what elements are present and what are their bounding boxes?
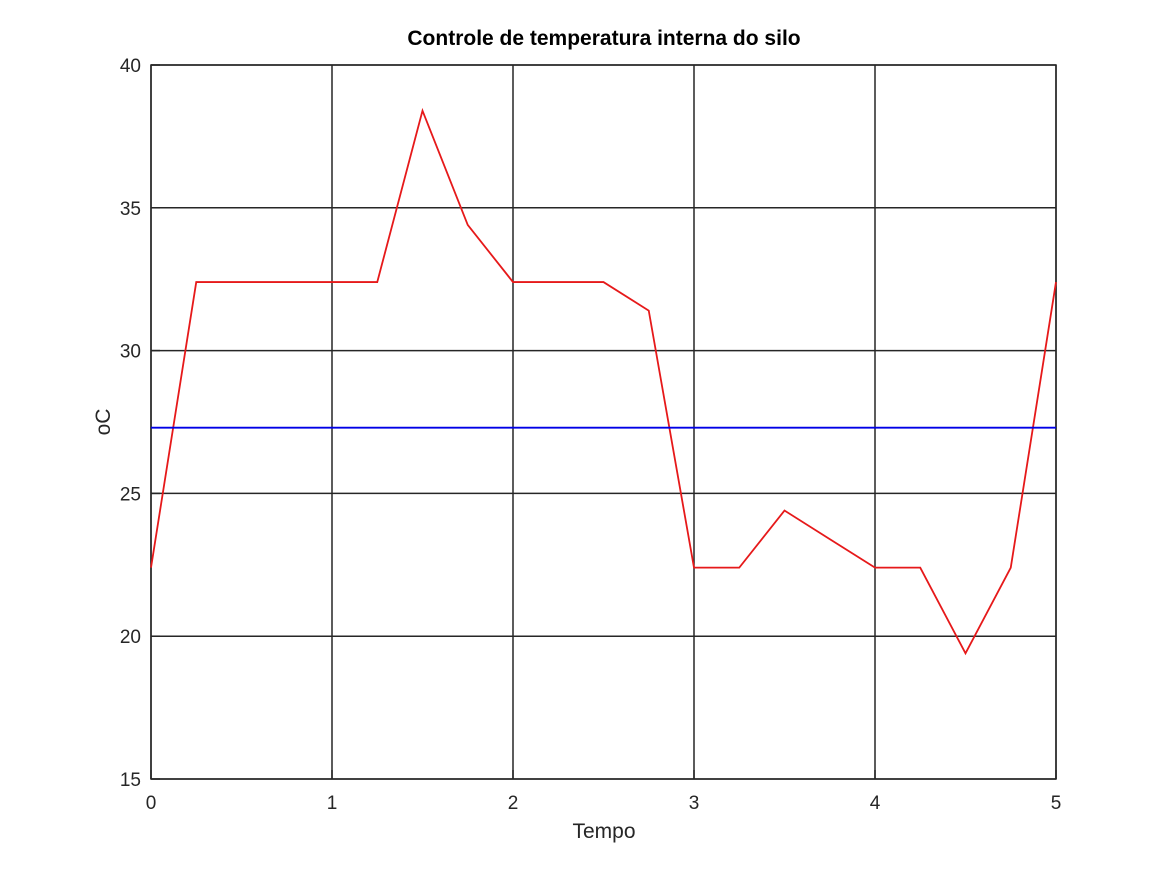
- chart-title: Controle de temperatura interna do silo: [407, 27, 800, 50]
- y-tick-label: 30: [120, 342, 141, 363]
- y-tick-label: 20: [120, 627, 141, 648]
- y-tick-label: 25: [120, 484, 141, 505]
- y-tick-label: 35: [120, 199, 141, 220]
- grid: [151, 65, 1056, 779]
- x-tick-label: 5: [1051, 793, 1062, 814]
- y-tick-label: 40: [120, 56, 141, 77]
- series-group: [151, 111, 1056, 654]
- x-tick-label: 0: [146, 793, 157, 814]
- plot-area-border: [151, 65, 1056, 779]
- series-line-temperatura: [151, 111, 1056, 654]
- y-axis-label: oC: [92, 409, 115, 436]
- tick-labels: 0 1 2 3 4 5 15 20 25 30 35 40: [120, 56, 1061, 814]
- x-axis-label: Tempo: [572, 820, 635, 843]
- x-tick-label: 4: [870, 793, 881, 814]
- y-tick-label: 15: [120, 770, 141, 791]
- x-tick-label: 3: [689, 793, 700, 814]
- x-tick-label: 1: [327, 793, 338, 814]
- x-tick-label: 2: [508, 793, 519, 814]
